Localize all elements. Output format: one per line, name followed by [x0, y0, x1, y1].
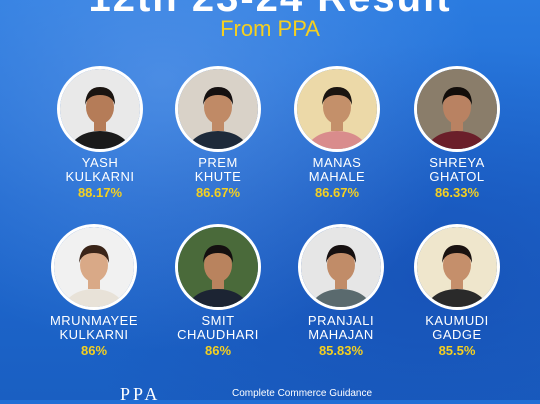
student-last-name: GADGE [432, 327, 482, 342]
student-card: MANAS MAHALE 86.67% [277, 66, 397, 200]
student-photo [294, 66, 380, 152]
student-photo [414, 224, 500, 310]
student-score: 86.67% [195, 185, 241, 200]
student-card: YASH KULKARNI 88.17% [40, 66, 160, 200]
student-last-name: GHATOL [429, 169, 485, 184]
student-first-name: MRUNMAYEE [49, 313, 139, 328]
portrait-illustration [60, 69, 140, 149]
student-photo [51, 224, 137, 310]
student-first-name: SMIT [201, 313, 235, 328]
portrait-illustration [178, 227, 258, 307]
student-last-name: MAHALE [308, 169, 366, 184]
student-last-name: CHAUDHARI [177, 327, 259, 342]
portrait-illustration [297, 69, 377, 149]
student-score: 86.33% [434, 185, 480, 200]
student-first-name: SHREYA [429, 155, 485, 170]
brand-tagline: Complete Commerce Guidance [232, 388, 373, 399]
page-subtitle: From PPA [220, 16, 320, 41]
portrait-illustration [417, 69, 497, 149]
student-first-name: KAUMUDI [425, 313, 489, 328]
student-last-name: MAHAJAN [308, 327, 374, 342]
student-card: PRANJALI MAHAJAN 85.83% [281, 224, 401, 358]
student-score: 85.83% [318, 343, 364, 358]
student-score: 86% [204, 343, 232, 358]
student-score: 86% [80, 343, 108, 358]
student-card: SMIT CHAUDHARI 86% [158, 224, 278, 358]
student-first-name: PRANJALI [307, 313, 375, 328]
student-last-name: KULKARNI [65, 169, 135, 184]
student-score: 85.5% [438, 343, 476, 358]
student-card: KAUMUDI GADGE 85.5% [397, 224, 517, 358]
student-card: MRUNMAYEE KULKARNI 86% [34, 224, 154, 358]
student-photo [414, 66, 500, 152]
student-score: 88.17% [77, 185, 123, 200]
student-card: PREM KHUTE 86.67% [158, 66, 278, 200]
student-photo [57, 66, 143, 152]
page-title: 12th 23-24 Result [0, 0, 540, 18]
brand-logo: PPA [120, 384, 161, 404]
student-photo [298, 224, 384, 310]
footer: PPA Complete Commerce Guidance [0, 384, 540, 404]
student-last-name: KHUTE [194, 169, 242, 184]
student-first-name: YASH [81, 155, 119, 170]
student-last-name: KULKARNI [59, 327, 129, 342]
portrait-illustration [417, 227, 497, 307]
portrait-illustration [54, 227, 134, 307]
portrait-illustration [178, 69, 258, 149]
student-score: 86.67% [314, 185, 360, 200]
student-photo [175, 224, 261, 310]
student-first-name: PREM [198, 155, 238, 170]
student-photo [175, 66, 261, 152]
portrait-illustration [301, 227, 381, 307]
student-card: SHREYA GHATOL 86.33% [397, 66, 517, 200]
student-first-name: MANAS [312, 155, 362, 170]
